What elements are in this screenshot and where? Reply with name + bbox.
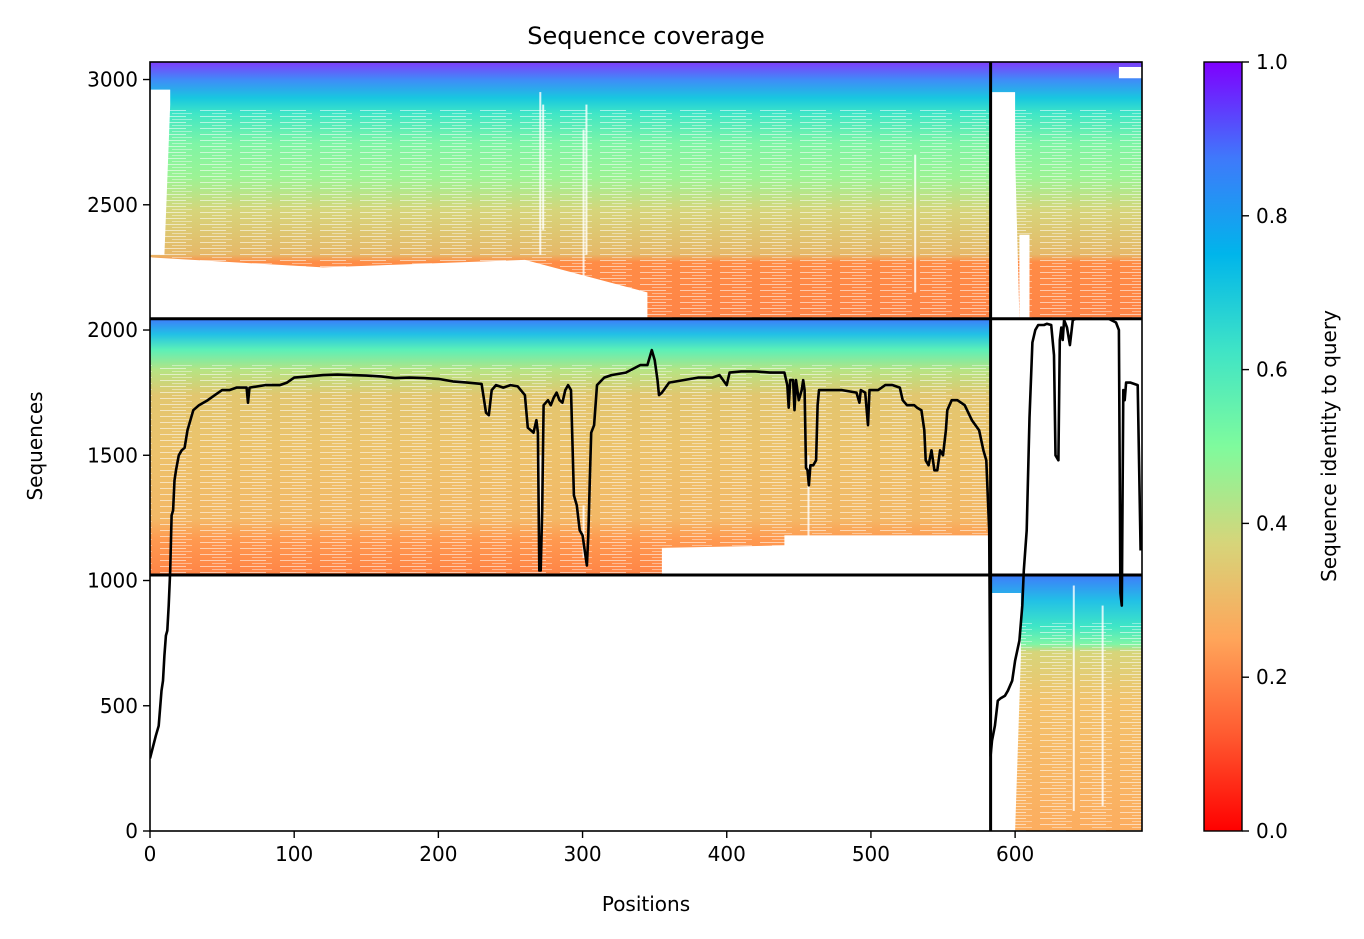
colorbar-tick-label: 0.2	[1256, 665, 1288, 689]
coverage-gaps	[150, 67, 1142, 831]
y-tick-label: 0	[125, 819, 138, 843]
gap-top-left-wedge	[150, 257, 648, 319]
plot-frame	[149, 61, 1143, 832]
y-tick-label: 1000	[87, 569, 138, 593]
y-tick-label: 2500	[87, 193, 138, 217]
y-tick-label: 3000	[87, 68, 138, 92]
y-tick-label: 500	[100, 694, 138, 718]
colorbar-tick-label: 0.0	[1256, 819, 1288, 843]
x-axis: 0 100 200 300 400 500 600	[144, 831, 1034, 866]
gap-column-3	[585, 104, 588, 255]
gap-bottom-left	[150, 575, 991, 831]
coverage-heatmap	[150, 62, 1142, 831]
gap-column-0	[539, 92, 542, 255]
y-axis: 0 500 1000 1500 2000 2500 3000	[87, 68, 150, 843]
gap-column-1	[542, 104, 545, 230]
gap-column-2	[582, 129, 585, 280]
gap-column-8	[1072, 585, 1075, 811]
gap-column-6	[582, 505, 585, 558]
colorbar-axis: 0.0 0.2 0.4 0.6 0.8 1.0	[1242, 50, 1288, 843]
gap-top-right-corner	[1118, 67, 1142, 79]
x-tick-label: 600	[996, 842, 1034, 866]
colorbar-label: Sequence identity to query	[1317, 310, 1341, 582]
x-tick-label: 100	[275, 842, 313, 866]
coverage-line	[150, 317, 1142, 759]
y-tick-label: 1500	[87, 443, 138, 467]
gap-bottom-right-edge	[990, 593, 1021, 831]
x-axis-label: Positions	[602, 892, 690, 916]
x-tick-label: 0	[144, 842, 157, 866]
colorbar	[1203, 61, 1243, 832]
chart-title: Sequence coverage	[527, 22, 764, 50]
gap-column-7	[807, 455, 810, 568]
colorbar-tick-label: 0.6	[1256, 358, 1288, 382]
colorbar-tick-label: 0.8	[1256, 204, 1288, 228]
x-tick-label: 200	[419, 842, 457, 866]
gap-column-4	[914, 154, 917, 293]
segment-boundaries	[150, 62, 1142, 831]
x-tick-label: 300	[563, 842, 601, 866]
coverage-line-layer	[150, 317, 1142, 759]
gap-top-right-edge	[990, 92, 1020, 319]
y-axis-label: Sequences	[23, 391, 47, 500]
y-tick-label: 2000	[87, 318, 138, 342]
colorbar-tick-label: 0.4	[1256, 511, 1288, 535]
gap-top-left-edge	[150, 89, 171, 255]
gap-top-right-edge2	[1019, 234, 1030, 319]
x-tick-label: 400	[708, 842, 746, 866]
x-tick-label: 500	[852, 842, 890, 866]
gap-mid-right	[661, 535, 991, 575]
colorbar-tick-label: 1.0	[1256, 50, 1288, 74]
gap-column-5	[539, 455, 542, 556]
gap-column-9	[1101, 605, 1104, 806]
